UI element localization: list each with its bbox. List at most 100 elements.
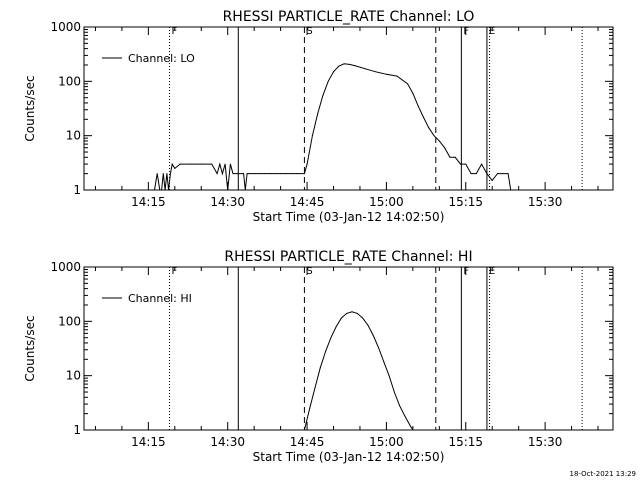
data-point — [417, 105, 419, 107]
data-point — [306, 163, 308, 165]
data-point — [322, 94, 324, 96]
y-tick-label: 10 — [66, 129, 81, 143]
data-point — [237, 173, 239, 175]
y-tick-label: 1000 — [50, 260, 81, 274]
data-point — [449, 156, 451, 158]
data-point — [179, 163, 181, 165]
y-axis-label: Counts/sec — [23, 75, 37, 141]
y-tick-label: 100 — [58, 74, 81, 88]
y-tick-label: 100 — [58, 314, 81, 328]
data-point — [164, 189, 166, 191]
x-tick-label: 15:15 — [448, 195, 483, 209]
data-point — [356, 312, 358, 314]
x-tick-label: 15:30 — [528, 195, 563, 209]
y-tick-label: 1000 — [50, 20, 81, 34]
data-point — [372, 334, 374, 336]
data-point — [481, 163, 483, 165]
x-tick-label: 15:00 — [369, 195, 404, 209]
event-marker-label: F — [172, 266, 178, 277]
data-point — [396, 75, 398, 77]
x-tick-label: 14:15 — [131, 435, 166, 449]
data-point — [412, 92, 414, 94]
data-point — [325, 350, 327, 352]
data-point — [433, 135, 435, 137]
data-point — [221, 173, 223, 175]
data-point — [166, 173, 168, 175]
y-tick-label: 1 — [73, 423, 81, 437]
data-point — [385, 73, 387, 75]
data-point — [338, 65, 340, 67]
x-axis-label: Start Time (03-Jan-12 14:02:50) — [253, 210, 445, 224]
data-point — [377, 346, 379, 348]
data-point — [219, 163, 221, 165]
data-point — [327, 80, 329, 82]
plot-frame — [83, 266, 614, 431]
data-point — [454, 156, 456, 158]
data-point — [243, 173, 245, 175]
data-point — [438, 140, 440, 142]
chart-title: RHESSI PARTICLE_RATE Channel: HI — [224, 249, 472, 265]
event-marker-label: F — [172, 26, 178, 37]
data-point — [227, 189, 229, 191]
y-tick-label: 1 — [73, 183, 81, 197]
x-tick-label: 15:00 — [369, 435, 404, 449]
data-point — [383, 361, 385, 363]
data-point — [319, 367, 321, 369]
x-tick-label: 14:45 — [290, 195, 325, 209]
data-point — [335, 326, 337, 328]
event-marker-label: E — [489, 26, 495, 37]
legend-entry: Channel: HI — [128, 292, 192, 305]
data-point — [200, 163, 202, 165]
footer-timestamp-text: 18-Oct-2021 13:29 — [570, 470, 636, 478]
data-point — [285, 173, 287, 175]
data-series-line — [303, 311, 414, 431]
data-point — [253, 173, 255, 175]
data-point — [244, 189, 246, 191]
data-point — [412, 429, 414, 431]
data-point — [229, 163, 231, 165]
data-point — [211, 163, 213, 165]
y-tick-label: 10 — [66, 369, 81, 383]
plot-frame — [83, 26, 614, 191]
data-point — [422, 116, 424, 118]
data-point — [351, 311, 353, 313]
data-point — [367, 324, 369, 326]
data-point — [497, 173, 499, 175]
data-point — [465, 163, 467, 165]
data-point — [346, 312, 348, 314]
data-point — [510, 189, 512, 191]
data-point — [348, 63, 350, 65]
data-point — [162, 173, 164, 175]
data-point — [444, 147, 446, 149]
data-point — [354, 65, 356, 67]
data-point — [264, 173, 266, 175]
x-tick-label: 14:15 — [131, 195, 166, 209]
data-point — [246, 173, 248, 175]
data-point — [428, 127, 430, 129]
data-point — [171, 163, 173, 165]
x-tick-label: 14:30 — [210, 435, 245, 449]
data-point — [303, 173, 305, 175]
data-point — [280, 173, 282, 175]
data-point — [491, 179, 493, 181]
data-point — [274, 173, 276, 175]
data-point — [502, 173, 504, 175]
x-tick-label: 15:15 — [448, 435, 483, 449]
data-point — [314, 387, 316, 389]
data-point — [507, 173, 509, 175]
data-point — [309, 407, 311, 409]
data-point — [407, 83, 409, 85]
data-point — [190, 163, 192, 165]
data-point — [330, 337, 332, 339]
data-point — [343, 63, 345, 65]
data-point — [333, 71, 335, 73]
chart-title: RHESSI PARTICLE_RATE Channel: LO — [223, 9, 475, 25]
data-point — [232, 173, 234, 175]
x-axis-label: Start Time (03-Jan-12 14:02:50) — [253, 450, 445, 464]
data-point — [340, 317, 342, 319]
data-point — [295, 173, 297, 175]
data-point — [168, 189, 170, 191]
x-tick-label: 14:30 — [210, 195, 245, 209]
data-point — [161, 189, 163, 191]
